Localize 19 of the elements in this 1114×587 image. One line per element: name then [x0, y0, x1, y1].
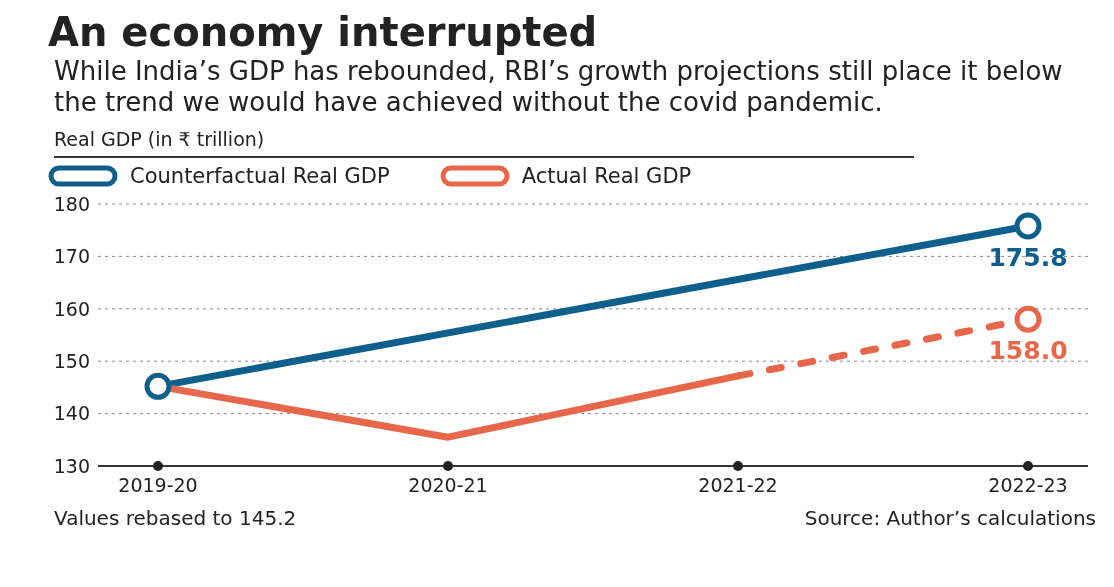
source-note: Source: Author’s calculations — [804, 506, 1096, 530]
y-axis-title: Real GDP (in ₹ trillion) — [54, 128, 914, 158]
y-tick-label: 140 — [53, 402, 90, 425]
chart-title: An economy interrupted — [48, 8, 599, 56]
y-tick-label: 130 — [53, 454, 90, 477]
data-label: 175.8 — [988, 243, 1068, 273]
y-tick-label: 180 — [53, 192, 90, 215]
legend-label: Actual Real GDP — [521, 164, 692, 188]
data-label: 158.0 — [988, 336, 1068, 366]
chart-subtitle: While India’s GDP has rebounded, RBI’s growth projections still place it below the trend we would have achieved without the covid pandemic. — [54, 56, 1064, 118]
y-tick-label: 160 — [53, 297, 90, 320]
y-tick-label: 170 — [53, 245, 90, 268]
x-tick-label: 2020-21 — [408, 474, 488, 496]
x-tick-label: 2022-23 — [988, 474, 1068, 496]
x-tick-label: 2021-22 — [698, 474, 778, 496]
legend-label: Counterfactual Real GDP — [130, 164, 390, 188]
x-tick-label: 2019-20 — [118, 474, 198, 496]
text: Values rebased to 145.2 — [54, 506, 297, 530]
y-tick-label: 150 — [53, 349, 90, 372]
